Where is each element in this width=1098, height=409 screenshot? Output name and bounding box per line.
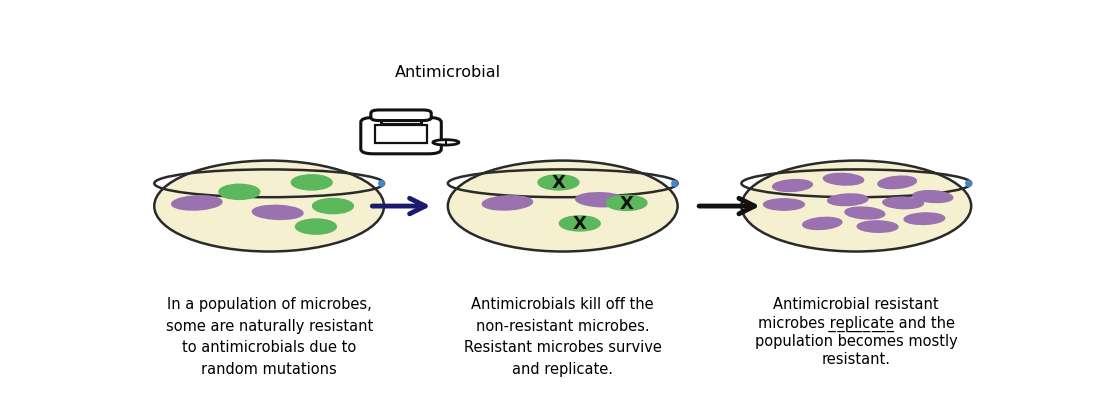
Text: X: X	[619, 194, 634, 212]
Ellipse shape	[559, 216, 601, 231]
Ellipse shape	[291, 175, 332, 191]
Ellipse shape	[914, 191, 953, 203]
Ellipse shape	[482, 196, 533, 211]
Text: X: X	[551, 174, 565, 192]
Ellipse shape	[154, 161, 384, 252]
Ellipse shape	[606, 196, 647, 211]
Ellipse shape	[253, 206, 303, 220]
Ellipse shape	[575, 193, 626, 207]
Ellipse shape	[803, 218, 842, 230]
Text: microbes r̲e̲p̲l̲i̲c̲a̲t̲e̲ and the: microbes r̲e̲p̲l̲i̲c̲a̲t̲e̲ and the	[758, 315, 955, 331]
Ellipse shape	[448, 161, 677, 252]
FancyBboxPatch shape	[381, 116, 422, 125]
Ellipse shape	[845, 207, 885, 219]
Text: population becomes mostly: population becomes mostly	[755, 333, 957, 348]
Text: Antimicrobial resistant: Antimicrobial resistant	[773, 296, 939, 311]
Ellipse shape	[313, 199, 354, 214]
Ellipse shape	[295, 220, 336, 235]
Ellipse shape	[904, 213, 944, 225]
Text: In a population of microbes,
some are naturally resistant
to antimicrobials due : In a population of microbes, some are na…	[166, 296, 373, 376]
Ellipse shape	[883, 198, 923, 209]
Text: X: X	[573, 215, 586, 233]
Ellipse shape	[763, 199, 805, 211]
Ellipse shape	[741, 161, 972, 252]
Ellipse shape	[433, 140, 459, 146]
Ellipse shape	[538, 175, 579, 191]
Ellipse shape	[773, 180, 813, 192]
Ellipse shape	[171, 196, 222, 211]
Ellipse shape	[219, 185, 260, 200]
FancyBboxPatch shape	[376, 126, 427, 143]
Ellipse shape	[828, 194, 867, 206]
Ellipse shape	[858, 221, 898, 233]
Ellipse shape	[824, 174, 864, 186]
FancyBboxPatch shape	[371, 111, 432, 121]
Ellipse shape	[878, 177, 917, 189]
FancyBboxPatch shape	[361, 118, 441, 155]
Text: resistant.: resistant.	[821, 351, 890, 366]
Text: Antimicrobial: Antimicrobial	[395, 65, 501, 80]
Text: Antimicrobials kill off the
non-resistant microbes.
Resistant microbes survive
a: Antimicrobials kill off the non-resistan…	[463, 296, 662, 376]
